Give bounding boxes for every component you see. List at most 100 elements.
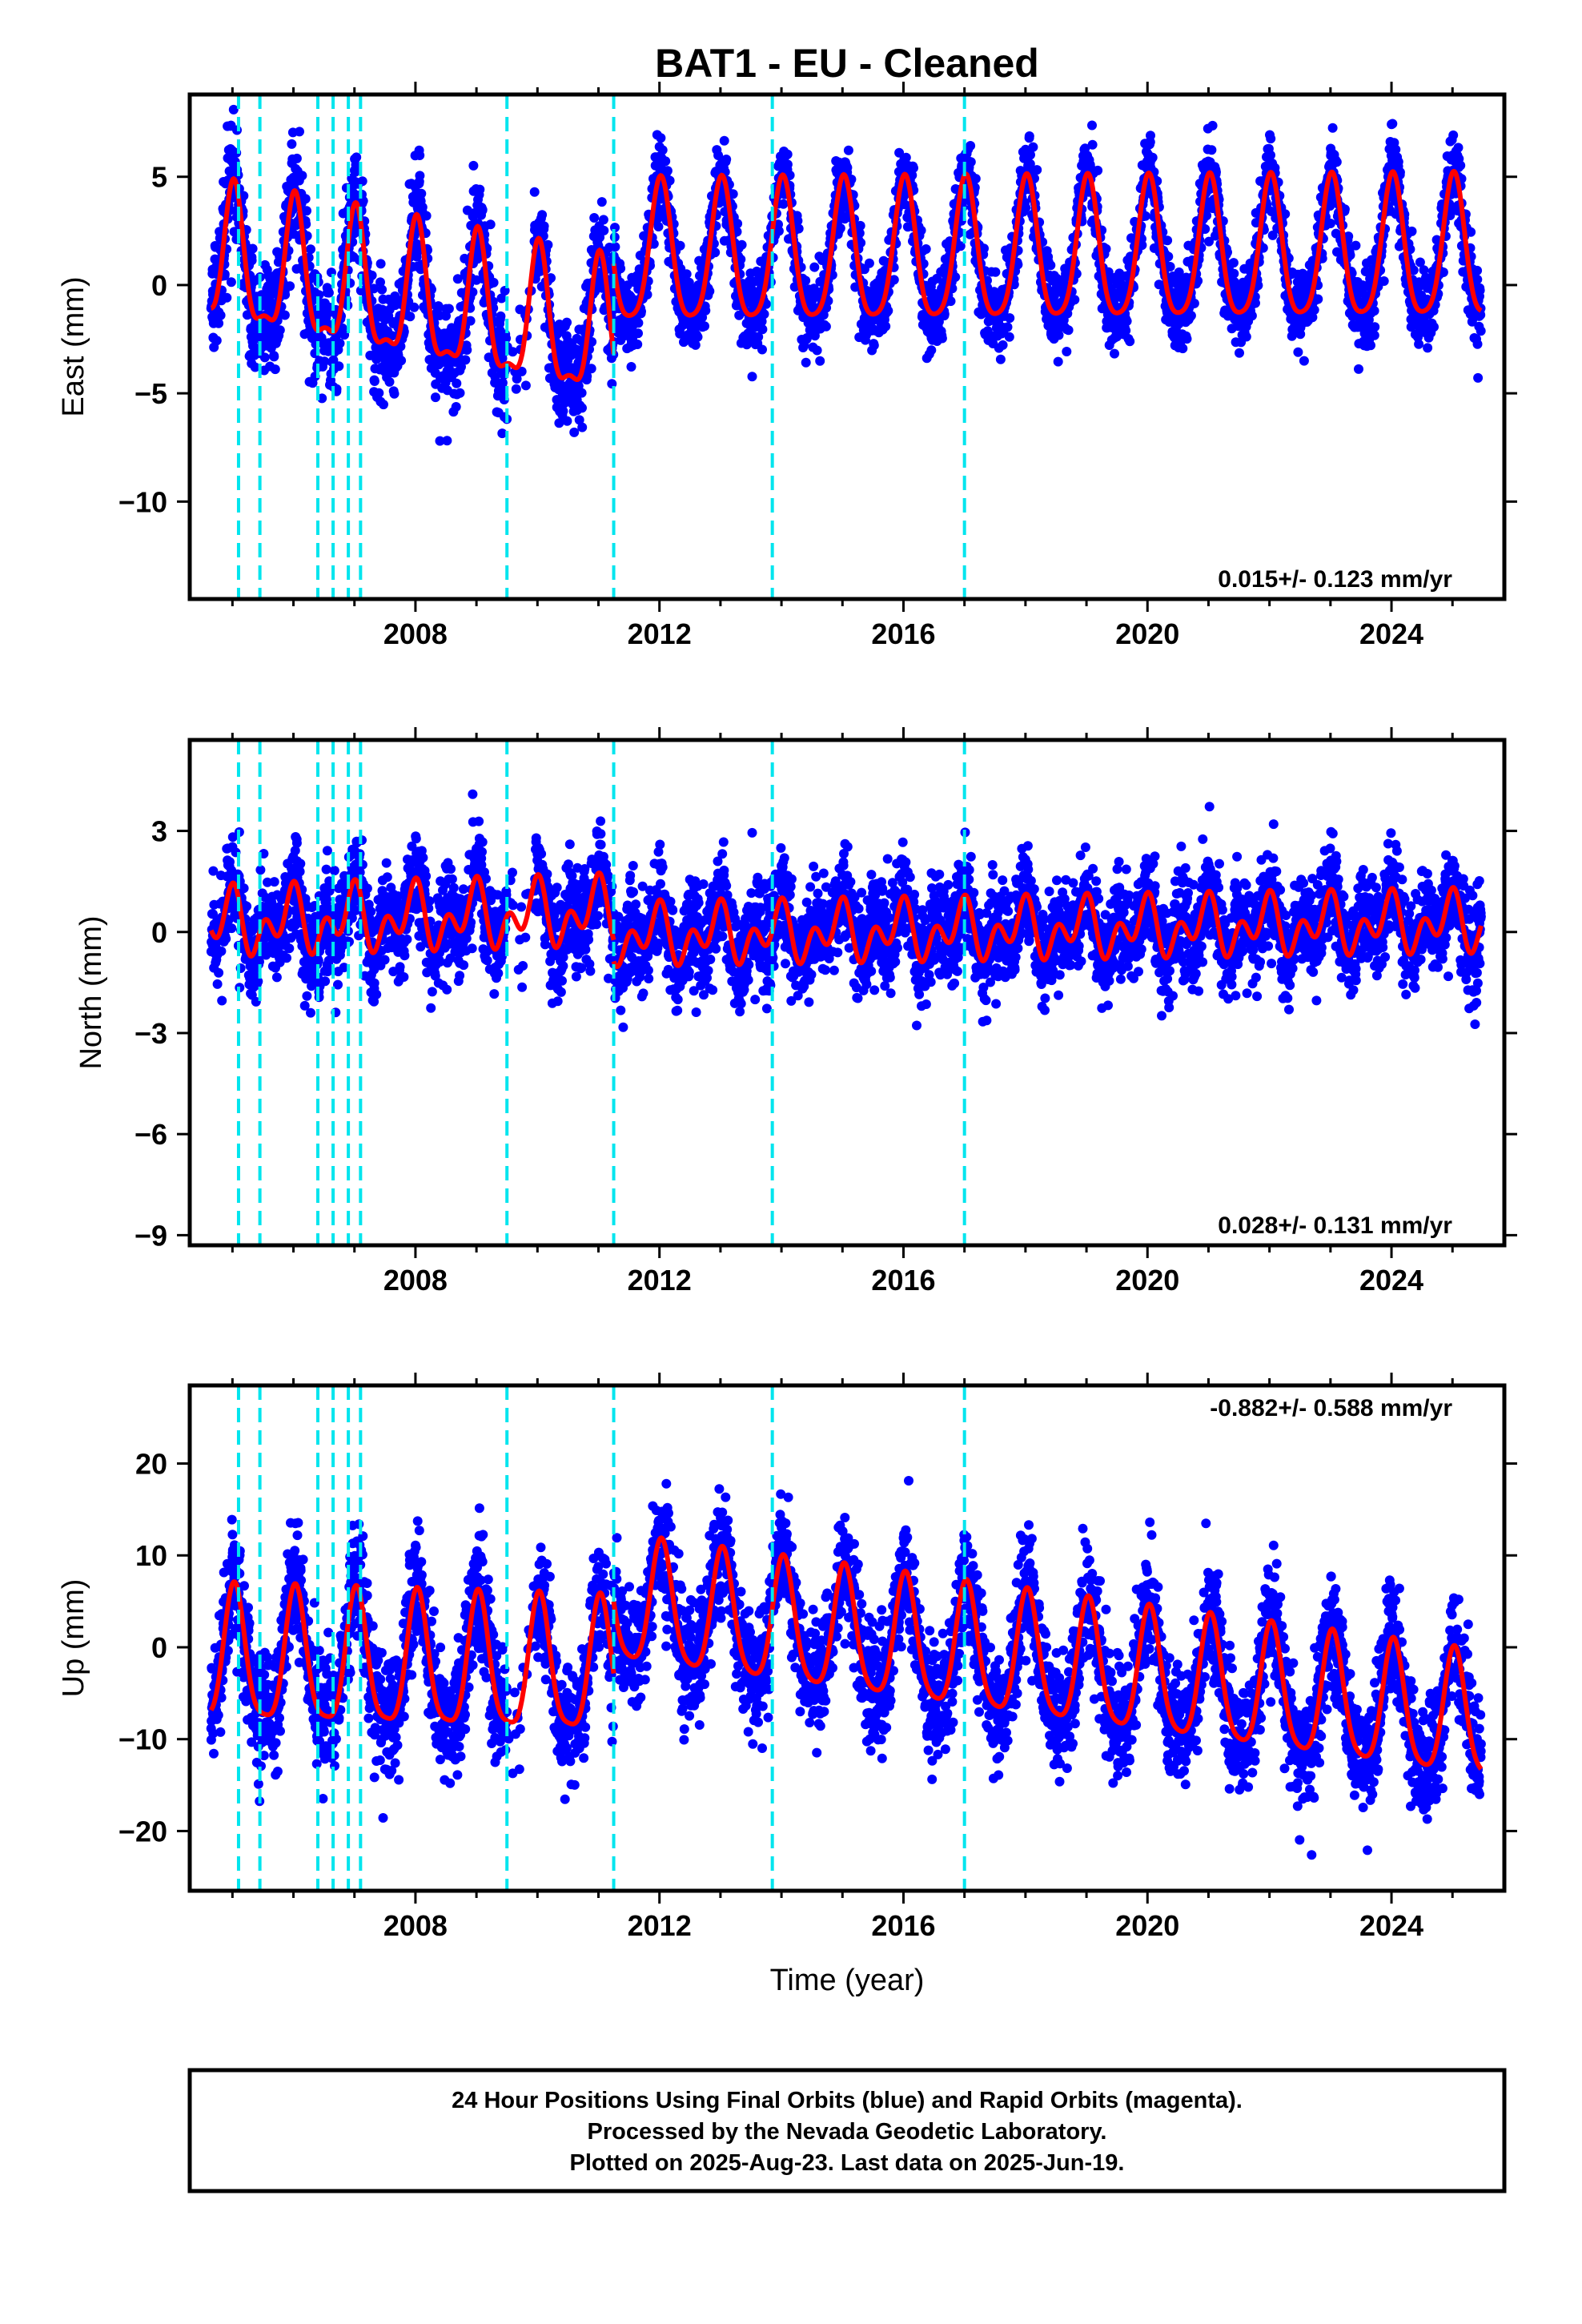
data-point <box>1024 131 1034 141</box>
data-point <box>1054 330 1064 340</box>
data-point <box>396 341 406 352</box>
data-point <box>782 159 793 170</box>
data-point <box>782 149 793 159</box>
data-point <box>835 223 845 233</box>
data-point <box>662 166 673 176</box>
data-point <box>1313 294 1323 304</box>
data-point <box>1393 157 1403 167</box>
data-point <box>921 244 931 254</box>
data-point <box>883 306 893 316</box>
data-point <box>275 325 285 336</box>
data-point <box>759 309 769 320</box>
data-point <box>431 392 440 403</box>
data-point <box>1354 364 1363 374</box>
data-point <box>757 324 768 335</box>
data-point <box>558 406 568 416</box>
data-point <box>569 427 580 437</box>
data-point <box>577 422 588 432</box>
data-point <box>577 403 587 413</box>
data-point <box>705 286 715 296</box>
data-point <box>1299 356 1309 366</box>
data-point <box>317 393 327 404</box>
data-point <box>747 372 757 382</box>
data-point <box>1407 226 1417 236</box>
data-point <box>1165 262 1175 271</box>
data-point <box>508 347 518 357</box>
data-point <box>589 213 600 223</box>
data-point <box>421 211 432 221</box>
data-point <box>1448 130 1459 140</box>
data-point <box>966 157 976 167</box>
data-point <box>250 362 260 372</box>
data-point <box>357 176 367 187</box>
data-point <box>433 301 444 312</box>
data-point <box>368 283 379 294</box>
data-point <box>259 352 270 363</box>
data-point <box>1466 227 1476 237</box>
data-point <box>1266 150 1275 160</box>
data-point <box>1370 322 1380 332</box>
data-point <box>452 274 463 284</box>
x-tick-label: 2012 <box>628 617 692 650</box>
data-point <box>653 222 664 231</box>
data-point <box>543 239 553 250</box>
data-point <box>909 163 918 173</box>
data-point <box>451 402 461 412</box>
data-point <box>937 333 947 344</box>
data-point <box>675 328 685 339</box>
data-point <box>869 340 879 351</box>
rate-label-east: 0.015+/- 0.123 mm/yr <box>1218 566 1452 593</box>
data-point <box>562 317 572 328</box>
data-point <box>441 311 451 321</box>
data-point <box>1309 305 1319 315</box>
data-point <box>1087 120 1097 131</box>
data-point <box>633 328 643 339</box>
data-point <box>529 187 540 197</box>
y-tick-label: −10 <box>118 485 167 518</box>
y-axis-label-east: East (mm) <box>57 276 90 416</box>
data-point <box>1366 340 1375 351</box>
data-point <box>737 239 747 250</box>
data-point <box>496 293 507 304</box>
data-point <box>710 247 721 258</box>
data-point <box>520 380 531 391</box>
data-point <box>1189 298 1199 308</box>
data-point <box>719 135 729 146</box>
data-point <box>855 220 865 231</box>
x-tick-label: 2008 <box>383 617 448 650</box>
data-point <box>1004 332 1014 342</box>
data-point <box>291 153 302 163</box>
data-point <box>736 254 746 264</box>
data-point <box>1331 157 1342 167</box>
data-point <box>843 145 853 155</box>
data-point <box>700 321 709 332</box>
data-point <box>306 244 315 255</box>
data-point <box>269 352 279 362</box>
data-point <box>375 259 386 269</box>
data-point <box>642 289 652 300</box>
data-point <box>415 171 425 181</box>
data-point <box>460 355 471 365</box>
data-point <box>554 418 564 428</box>
data-point <box>574 415 584 425</box>
data-point <box>1070 295 1080 305</box>
x-tick-label: 2024 <box>1359 617 1423 650</box>
data-point <box>214 318 224 328</box>
data-point <box>1146 131 1155 141</box>
data-point <box>216 946 227 956</box>
data-point <box>1121 325 1131 336</box>
data-point <box>1456 160 1466 171</box>
data-point <box>367 270 377 280</box>
data-point <box>721 155 732 164</box>
data-point <box>456 362 466 372</box>
data-point <box>377 284 387 295</box>
data-point <box>287 139 297 149</box>
data-point <box>1379 276 1389 286</box>
data-point <box>512 374 522 384</box>
data-point <box>926 345 937 356</box>
data-point <box>681 269 692 279</box>
data-point <box>1369 306 1379 316</box>
data-point <box>444 304 454 314</box>
data-point <box>1472 275 1483 284</box>
data-point <box>475 184 485 195</box>
